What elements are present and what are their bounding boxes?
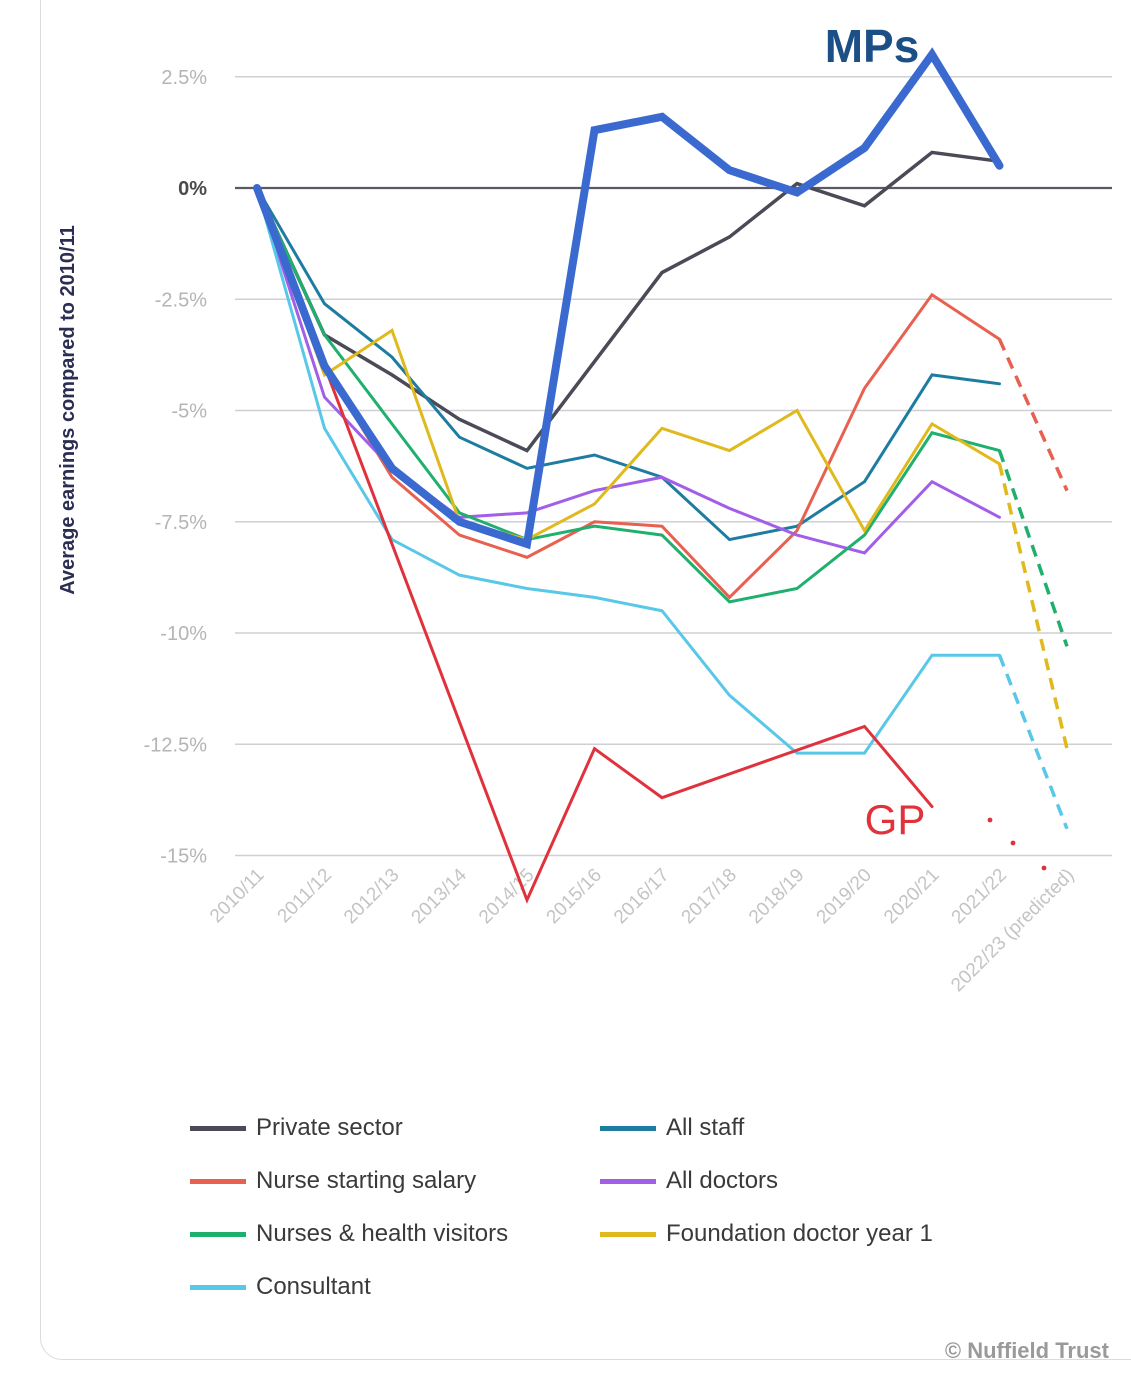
series-line (255, 186, 1001, 542)
series-foundation-doctor-year-1 (255, 186, 1069, 750)
series-nurse-starting-salary (255, 186, 1069, 600)
series-predicted-line (997, 338, 1069, 492)
y-tick-label: -10% (160, 623, 207, 645)
mps-annotation: MPs (825, 20, 920, 72)
x-tick-label: 2016/17 (610, 865, 673, 928)
series-predicted-line (997, 463, 1069, 750)
series-nurses-health-visitors (255, 186, 1069, 647)
legend-label: Consultant (256, 1273, 371, 1300)
legend-label: All doctors (666, 1167, 779, 1194)
legend-swatch (190, 1284, 246, 1290)
legend-item-all-staff: All staff (600, 1108, 744, 1148)
series-line (255, 186, 1001, 542)
x-tick-label: 2022/23 (predicted) (947, 865, 1078, 996)
series-line (255, 186, 1001, 755)
legend-item-nurses-health-visitors: Nurses & health visitors (190, 1214, 508, 1254)
legend-item-nurse-starting-salary: Nurse starting salary (190, 1161, 476, 1201)
y-tick-label: -12.5% (144, 734, 208, 756)
y-tick-label: 2.5% (161, 67, 207, 89)
legend-label: Nurse starting salary (256, 1167, 477, 1194)
x-tick-label: 2017/18 (678, 865, 741, 928)
legend-swatch (190, 1178, 246, 1184)
grid (235, 75, 1112, 857)
y-tick-label: -7.5% (155, 512, 207, 534)
source-credit: © Nuffield Trust (944, 1338, 1109, 1363)
legend-label: Foundation doctor year 1 (666, 1220, 933, 1247)
x-tick-label: 2011/12 (274, 865, 336, 927)
legend-label: Private sector (256, 1114, 403, 1141)
legend-item-private-sector: Private sector (190, 1108, 403, 1148)
x-tick-label: 2018/19 (745, 865, 808, 928)
x-tick-label: 2010/11 (206, 865, 268, 927)
series-predicted-line (997, 654, 1069, 830)
series-line (253, 47, 1004, 550)
series-line (255, 186, 934, 904)
gp-annotation: GP (865, 796, 926, 843)
y-axis-ticks: 2.5% 0% -2.5% -5% -7.5% -10% -12.5% -15% (144, 67, 208, 868)
y-tick-label: -5% (171, 401, 207, 423)
legend-swatch (190, 1231, 246, 1237)
series-line (255, 150, 1002, 453)
x-tick-label: 2019/20 (813, 865, 876, 928)
series-private-sector (255, 150, 1002, 453)
y-tick-label: 0% (178, 178, 207, 200)
y-tick-label: -15% (160, 846, 207, 868)
x-tick-label: 2013/14 (408, 864, 472, 928)
series-consultant (255, 186, 1069, 830)
x-tick-label: 2015/16 (543, 865, 606, 928)
legend-item-all-doctors: All doctors (600, 1161, 778, 1201)
chart-card (40, 0, 1131, 1360)
legend-swatch (600, 1231, 656, 1237)
legend-label: All staff (666, 1114, 745, 1141)
x-tick-label: 2021/22 (948, 865, 1011, 928)
series-mps (253, 47, 1004, 550)
legend-item-foundation-doctor: Foundation doctor year 1 (600, 1214, 933, 1254)
series-all-staff (255, 186, 1001, 542)
x-axis-ticks: 2010/11 2011/12 2012/13 2013/14 2014/15 2015/… (206, 864, 1078, 996)
series (253, 47, 1069, 904)
legend-label: Nurses & health visitors (256, 1220, 509, 1247)
legend-swatch (600, 1178, 656, 1184)
legend-swatch (190, 1125, 246, 1131)
y-tick-label: -2.5% (155, 289, 207, 311)
legend-item-consultant: Consultant (190, 1267, 371, 1307)
series-predicted-line (997, 449, 1069, 647)
gp-dot (1041, 865, 1047, 871)
gp-dot (1010, 840, 1016, 846)
x-tick-label: 2012/13 (340, 865, 403, 928)
series-line (255, 186, 1001, 600)
x-tick-label: 2020/21 (880, 865, 943, 928)
gp-dot (987, 817, 993, 823)
series-gp (255, 186, 1047, 904)
legend-swatch (600, 1125, 656, 1131)
series-line (255, 186, 1001, 604)
y-axis-label: Average earnings compared to 2010/11 (57, 225, 79, 594)
